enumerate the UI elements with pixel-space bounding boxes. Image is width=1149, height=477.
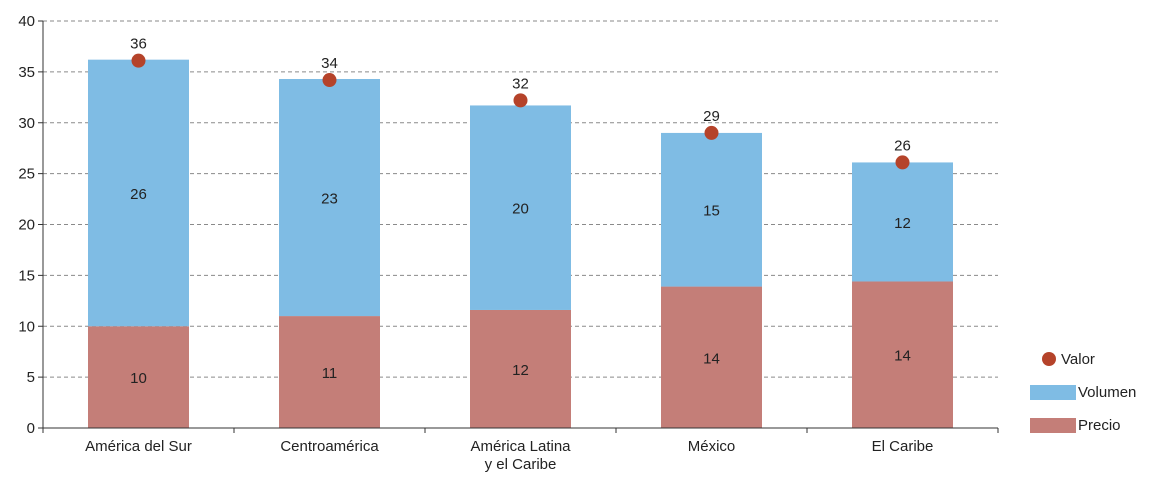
y-tick-label: 15 (18, 267, 35, 284)
y-tick-label: 20 (18, 217, 35, 234)
y-tick-label: 40 (18, 13, 35, 30)
bar-data-label: 11 (322, 365, 338, 382)
bar-volumen (279, 78, 380, 317)
y-tick-label: 25 (18, 166, 35, 183)
x-tick-label: México (688, 438, 736, 455)
x-axis: América del Sur Centroamérica América Lati… (42, 427, 999, 473)
value-point (131, 53, 146, 68)
bar-data-label: 23 (321, 191, 338, 208)
bar-data-label: 26 (130, 186, 147, 203)
legend-swatch-precio (1030, 418, 1076, 433)
value-points: 36 34 32 29 26 (130, 36, 911, 170)
bar-precio (661, 286, 762, 428)
bar-data-label: 15 (703, 203, 720, 220)
legend-label: Valor (1061, 351, 1095, 368)
y-tick-label: 10 (18, 318, 35, 335)
bar-volumen (852, 162, 953, 282)
x-tick-label: América del Sur (85, 438, 192, 455)
bar-precio (88, 326, 189, 428)
y-tick-label: 5 (27, 369, 35, 386)
bar-volumen (470, 105, 571, 310)
value-point (513, 93, 528, 108)
legend-label: Precio (1078, 417, 1121, 434)
legend-swatch-volumen (1030, 385, 1076, 400)
bar-data-label: 14 (703, 350, 720, 367)
value-point (704, 125, 719, 140)
bar-data-label: 12 (512, 362, 529, 379)
bar-data-label: 10 (130, 370, 147, 387)
legend-swatch-valor (1042, 352, 1056, 366)
y-tick-label: 30 (18, 115, 35, 132)
bars: 10 26 11 23 12 20 14 15 14 12 (88, 59, 953, 428)
y-tick-label: 35 (18, 64, 35, 81)
point-data-label: 34 (321, 55, 338, 72)
bar-precio (852, 281, 953, 428)
point-data-label: 32 (512, 75, 529, 92)
y-tick-label: 0 (27, 420, 35, 437)
point-data-label: 26 (894, 137, 911, 154)
point-data-label: 36 (130, 36, 147, 53)
value-point (322, 73, 337, 88)
bar-volumen (661, 132, 762, 287)
bar-data-label: 12 (894, 215, 911, 232)
y-axis: 0 5 10 15 20 25 30 35 40 (18, 13, 44, 437)
bar-data-label: 14 (894, 348, 911, 365)
bar-data-label: 20 (512, 201, 529, 218)
point-data-label: 29 (703, 108, 720, 125)
bar-precio (470, 309, 571, 428)
bar-precio (279, 316, 380, 428)
legend-label: Volumen (1078, 384, 1136, 401)
x-tick-label: El Caribe (872, 438, 934, 455)
bar-volumen (88, 59, 189, 327)
x-tick-label: América Latina (470, 438, 571, 455)
value-point (895, 155, 910, 170)
x-tick-label: Centroamérica (280, 438, 379, 455)
legend: Valor Volumen Precio (1030, 351, 1136, 434)
x-tick-label: y el Caribe (485, 456, 557, 473)
